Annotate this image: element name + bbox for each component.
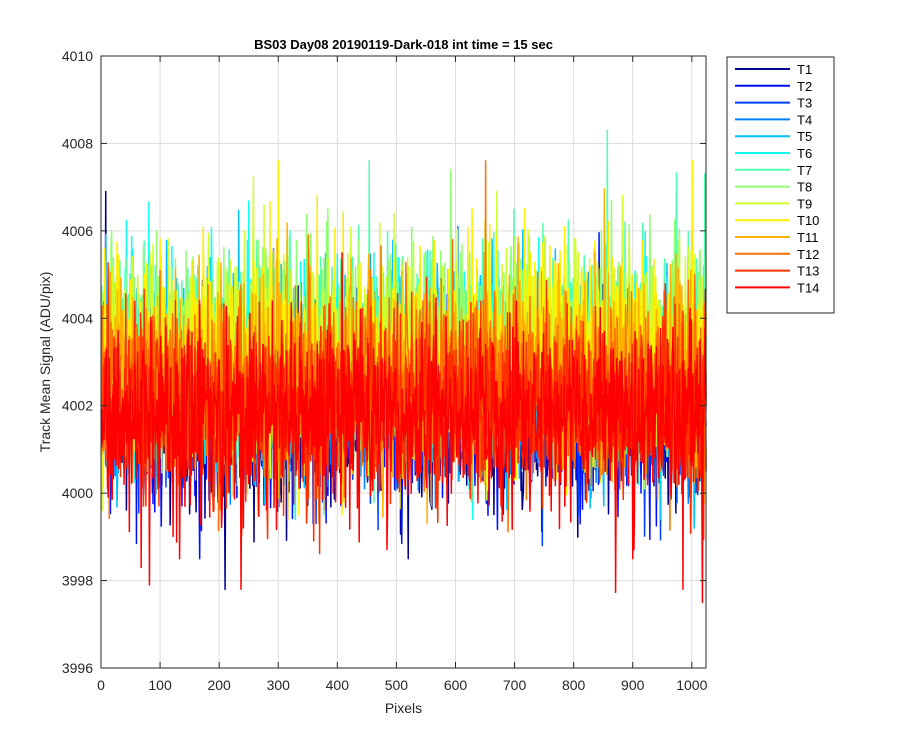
y-axis-label: Track Mean Signal (ADU/pix) — [37, 272, 53, 453]
x-tick-label: 200 — [207, 677, 231, 693]
y-tick-label: 4002 — [62, 398, 93, 414]
legend-label: T9 — [797, 196, 812, 211]
legend-label: T10 — [797, 213, 819, 228]
legend-label: T6 — [797, 146, 812, 161]
series-line-t14 — [100, 252, 707, 604]
legend-item-t5: T5 — [735, 129, 812, 144]
x-tick-label: 600 — [444, 677, 468, 693]
legend-item-t9: T9 — [735, 196, 812, 211]
legend-label: T8 — [797, 180, 812, 195]
y-tick-label: 4004 — [62, 310, 93, 326]
legend-item-t1: T1 — [735, 62, 812, 77]
x-tick-label: 300 — [267, 677, 291, 693]
legend-item-t3: T3 — [735, 96, 812, 111]
y-tick-label: 4008 — [62, 135, 93, 151]
legend-label: T7 — [797, 163, 812, 178]
y-tick-label: 3998 — [62, 573, 93, 589]
legend-item-t14: T14 — [735, 280, 819, 295]
legend-item-t6: T6 — [735, 146, 812, 161]
x-tick-label: 400 — [326, 677, 350, 693]
x-tick-label: 1000 — [676, 677, 707, 693]
y-tick-label: 3996 — [62, 660, 93, 676]
legend-label: T3 — [797, 96, 812, 111]
y-tick-label: 4010 — [62, 48, 93, 64]
chart-title: BS03 Day08 20190119-Dark-018 int time = … — [254, 37, 553, 52]
y-tick-label: 4000 — [62, 485, 93, 501]
legend-item-t2: T2 — [735, 79, 812, 94]
x-axis-label: Pixels — [385, 700, 422, 716]
legend-item-t13: T13 — [735, 264, 819, 279]
axes-box — [100, 55, 707, 669]
legend-label: T12 — [797, 247, 819, 262]
legend-label: T5 — [797, 129, 812, 144]
legend-label: T1 — [797, 62, 812, 77]
x-tick-label: 800 — [562, 677, 586, 693]
legend-item-t4: T4 — [735, 112, 812, 127]
series-layer — [100, 129, 707, 604]
legend-item-t12: T12 — [735, 247, 819, 262]
legend-label: T14 — [797, 280, 819, 295]
legend-label: T4 — [797, 112, 812, 127]
legend-label: T13 — [797, 264, 819, 279]
legend-label: T2 — [797, 79, 812, 94]
y-tick-labels: 3996 3998 4000 4002 4004 4006 4008 4010 — [62, 48, 93, 676]
x-tick-label: 500 — [385, 677, 409, 693]
x-tick-label: 700 — [503, 677, 527, 693]
x-tick-labels: 0 100 200 300 400 500 600 700 800 900 1000 — [97, 677, 707, 693]
x-tick-label: 100 — [148, 677, 172, 693]
axes — [100, 55, 707, 669]
legend-item-t11: T11 — [735, 230, 818, 245]
legend-item-t8: T8 — [735, 180, 812, 195]
x-tick-label: 0 — [97, 677, 105, 693]
legend-label: T11 — [797, 230, 818, 245]
legend-item-t7: T7 — [735, 163, 812, 178]
x-tick-label: 900 — [621, 677, 645, 693]
y-tick-label: 4006 — [62, 223, 93, 239]
legend-item-t10: T10 — [735, 213, 819, 228]
